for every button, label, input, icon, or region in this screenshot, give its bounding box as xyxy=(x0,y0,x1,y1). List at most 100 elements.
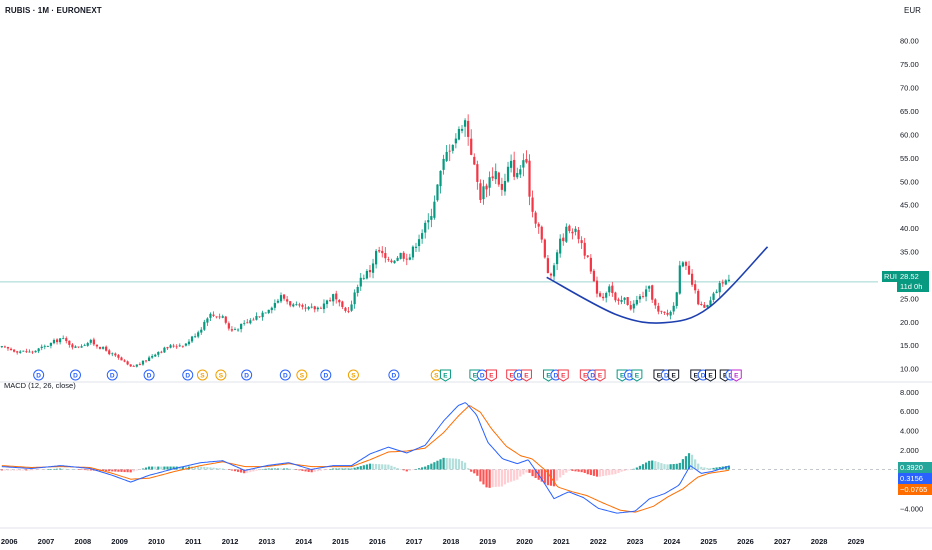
dividend-marker xyxy=(241,369,253,381)
macd-histogram-bar xyxy=(430,463,433,470)
macd-histogram-bar xyxy=(114,469,117,472)
candle-body xyxy=(108,350,111,355)
macd-histogram-bar xyxy=(46,469,49,470)
candle-body xyxy=(562,237,565,242)
price-axis[interactable]: 10.0015.0020.0025.0030.0035.0040.0045.00… xyxy=(900,37,923,514)
candle-body xyxy=(172,345,175,347)
macd-histogram-bar xyxy=(240,469,243,473)
macd-histogram-bar xyxy=(34,469,37,471)
macd-histogram-bar xyxy=(129,469,132,473)
macd-histogram-bar xyxy=(270,468,273,470)
macd-histogram-bar xyxy=(690,454,694,470)
macd-histogram-bar xyxy=(200,466,203,470)
macd-histogram-bar xyxy=(9,469,13,471)
macd-histogram-bar xyxy=(651,460,654,470)
dividend-marker xyxy=(320,369,332,381)
candles xyxy=(0,114,731,368)
candle-body xyxy=(147,357,151,361)
candle-body xyxy=(178,345,181,347)
candle-body xyxy=(439,170,442,187)
candle-body xyxy=(638,296,642,300)
macd-histogram-bar xyxy=(295,469,298,470)
candle-body xyxy=(672,305,675,312)
candle-body xyxy=(460,128,464,131)
candle-body xyxy=(368,270,372,273)
macd-histogram-bar xyxy=(694,459,697,470)
dividend-marker-label: D xyxy=(147,373,152,380)
macd-histogram-bar xyxy=(531,469,534,477)
candle-body xyxy=(684,262,688,266)
candle-body xyxy=(37,348,40,352)
candle-body xyxy=(546,258,550,273)
macd-histogram-bar xyxy=(411,469,415,470)
macd-histogram-bar xyxy=(221,468,224,470)
year-tick-label: 2007 xyxy=(38,537,55,546)
split-marker xyxy=(196,369,208,381)
candle-body xyxy=(34,350,37,353)
earnings-down-marker xyxy=(520,369,532,382)
candle-body xyxy=(470,138,473,155)
price-tick-label: 80.00 xyxy=(900,37,919,46)
macd-histogram-bar xyxy=(644,462,648,470)
candle-body xyxy=(494,171,497,180)
split-marker-label: S xyxy=(219,373,224,380)
candle-body xyxy=(74,346,77,348)
dividend-marker-label: D xyxy=(480,373,485,380)
macd-histogram-bar xyxy=(154,466,157,470)
macd-histogram-bar xyxy=(105,469,108,472)
candle-body xyxy=(543,239,546,258)
candle-body xyxy=(476,164,479,182)
time-axis[interactable]: 2006 2007 2008 2009 2010 2011 2012 2013 2014 2015… xyxy=(0,527,932,546)
macd-histogram-bar xyxy=(669,464,672,470)
candle-body xyxy=(40,346,43,349)
candle-body xyxy=(721,282,724,284)
candle-body xyxy=(448,150,451,152)
candle-body xyxy=(626,297,629,305)
candle-body xyxy=(62,338,65,340)
dividend-marker-label: D xyxy=(323,373,328,380)
year-tick-label: 2018 xyxy=(443,537,460,546)
dividend-marker-label: D xyxy=(185,373,190,380)
candle-body xyxy=(255,316,258,320)
macd-histogram-bar xyxy=(485,469,488,488)
candle-body xyxy=(485,185,488,190)
macd-histogram-bar xyxy=(313,469,316,472)
macd-histogram-bar xyxy=(568,469,571,471)
macd-histogram-bar xyxy=(292,469,295,470)
macd-histogram-bar xyxy=(350,468,353,470)
candle-body xyxy=(307,307,310,310)
dividend-marker-label: D xyxy=(517,373,522,380)
split-marker-label: S xyxy=(434,373,439,380)
macd-histogram-bar xyxy=(371,463,375,470)
macd-histogram-bar xyxy=(190,466,194,470)
candle-body xyxy=(445,151,448,161)
price-tick-label: 35.00 xyxy=(900,248,919,257)
macd-histogram-bar xyxy=(605,469,608,476)
macd-histogram-bar xyxy=(439,459,442,470)
year-tick-label: 2006 xyxy=(1,537,18,546)
macd-histogram-bar xyxy=(52,468,56,470)
macd-histogram-bar xyxy=(381,464,384,470)
macd-histogram-bar xyxy=(184,466,188,470)
macd-tick-label: −4.000 xyxy=(900,504,923,513)
candle-body xyxy=(727,279,731,281)
macd-histogram-bar xyxy=(166,466,169,470)
candle-body xyxy=(531,197,534,212)
macd-histogram-bar xyxy=(378,464,381,470)
candle-body xyxy=(236,329,240,331)
macd-histogram-value: 0.3920 xyxy=(898,462,932,473)
candle-body xyxy=(319,307,322,309)
currency-label: EUR xyxy=(904,6,921,15)
candle-body xyxy=(617,299,620,301)
macd-line-value: 0.3156 xyxy=(898,473,932,484)
dividend-marker-label: D xyxy=(554,373,559,380)
macd-histogram-bar xyxy=(359,466,362,470)
macd-histogram-bar xyxy=(457,459,461,470)
macd-histogram-bar xyxy=(31,469,34,471)
macd-histogram-bar xyxy=(390,465,393,470)
candle-body xyxy=(335,293,338,300)
macd-histogram-bar xyxy=(218,468,221,470)
macd-histogram-bar xyxy=(55,468,59,470)
candle-body xyxy=(279,295,283,302)
